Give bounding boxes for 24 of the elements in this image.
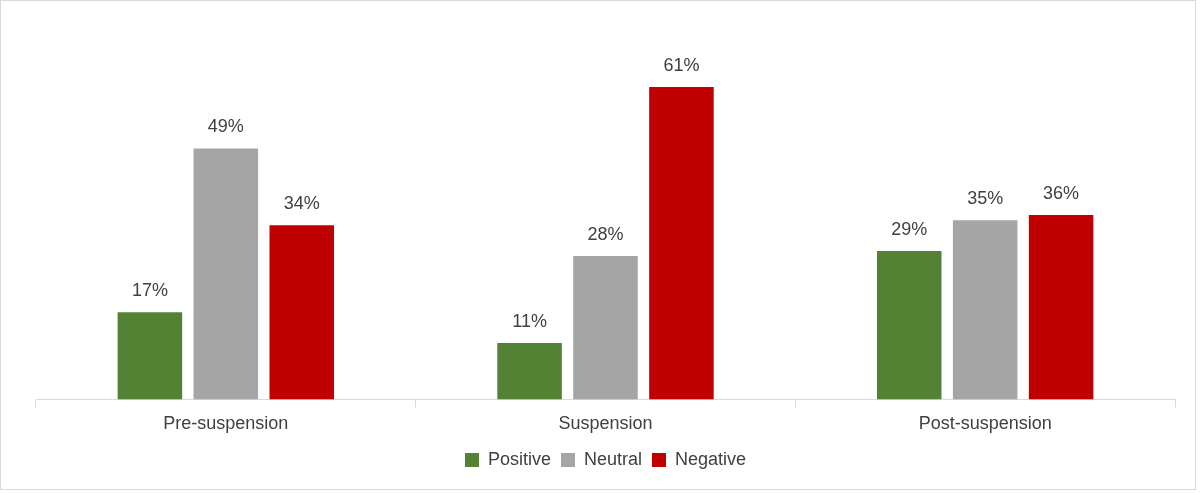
legend-label: Negative	[675, 448, 747, 469]
bar	[573, 256, 638, 400]
bar	[117, 312, 183, 400]
bar	[193, 148, 259, 400]
bar	[497, 343, 562, 400]
data-label: 35%	[967, 188, 1004, 209]
x-tick-label: Pre-suspension	[163, 413, 289, 434]
bar	[269, 225, 335, 400]
x-tick-label: Suspension	[558, 413, 653, 434]
data-label: 34%	[283, 193, 320, 214]
data-label: 29%	[891, 218, 928, 239]
legend-label: Positive	[487, 448, 551, 469]
bar	[649, 87, 714, 400]
data-label: 17%	[131, 280, 168, 301]
data-label: 36%	[1043, 183, 1080, 204]
data-label: 49%	[207, 116, 244, 137]
bar	[1028, 215, 1094, 400]
data-label: 28%	[587, 224, 624, 245]
data-label: 11%	[512, 311, 547, 332]
x-tick-label: Post-suspension	[918, 413, 1052, 434]
legend-label: Neutral	[583, 448, 643, 469]
bar	[876, 250, 942, 400]
bar	[952, 220, 1018, 400]
data-label: 61%	[663, 55, 700, 76]
